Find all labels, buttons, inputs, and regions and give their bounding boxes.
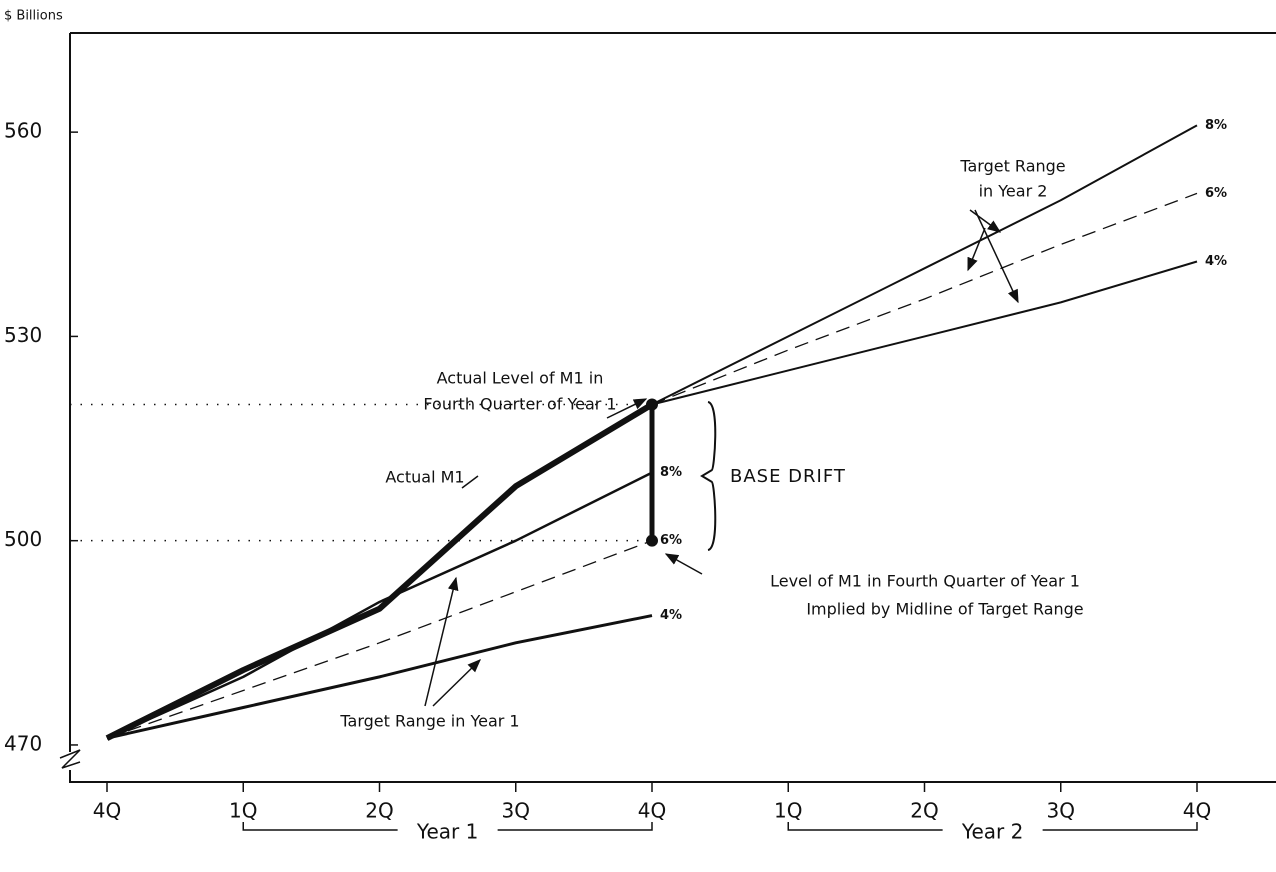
line-end-label: 4% <box>1205 254 1227 269</box>
x-tick-label: 2Q <box>910 799 938 823</box>
group-bracket <box>242 822 653 831</box>
annotation: Target Range <box>959 157 1065 176</box>
arrow <box>967 227 986 272</box>
arrow <box>424 576 459 707</box>
y-tick-label: 500 <box>4 527 42 551</box>
arrow <box>969 209 1002 233</box>
axis-frame <box>69 32 1276 783</box>
annotation: in Year 2 <box>979 182 1048 201</box>
series-line <box>106 471 653 740</box>
arrow <box>461 475 479 489</box>
line-end-label: 8% <box>1205 118 1227 133</box>
x-tick-label: 1Q <box>774 799 802 823</box>
y-tick-label: 560 <box>4 119 42 143</box>
arrow <box>664 553 703 575</box>
annotation: Actual Level of M1 in <box>437 369 604 388</box>
axis-break <box>59 749 81 769</box>
x-tick-label: 2Q <box>365 799 393 823</box>
annotation: Target Range in Year 1 <box>339 712 519 731</box>
series-line <box>651 192 1198 406</box>
x-tick-label: 4Q <box>93 799 121 823</box>
series-line <box>106 614 653 740</box>
y-axis-label: $ Billions <box>4 9 63 24</box>
annotation: Fourth Quarter of Year 1 <box>423 395 616 414</box>
series-line <box>651 124 1198 406</box>
y-tick-label: 470 <box>4 731 42 755</box>
group-label: Year 1 <box>416 820 478 844</box>
brace <box>700 401 717 551</box>
point <box>646 534 658 547</box>
series-line <box>651 260 1198 406</box>
annotation: Implied by Midline of Target Range <box>806 600 1083 619</box>
annotation: Actual M1 <box>385 468 464 487</box>
series-line <box>106 540 653 739</box>
x-tick-label: 4Q <box>638 799 666 823</box>
line-end-label: 8% <box>660 465 682 480</box>
line-end-label: 6% <box>660 533 682 548</box>
arrow <box>606 398 648 419</box>
series-line <box>105 401 654 741</box>
arrow <box>974 209 1019 304</box>
x-tick-label: 3Q <box>502 799 530 823</box>
group-bracket <box>787 822 1198 831</box>
x-tick-label: 4Q <box>1183 799 1211 823</box>
annotation: BASE DRIFT <box>730 466 846 487</box>
arrow <box>432 659 481 707</box>
annotation: Level of M1 in Fourth Quarter of Year 1 <box>770 572 1080 591</box>
x-tick-label: 1Q <box>229 799 257 823</box>
line-end-label: 4% <box>660 608 682 623</box>
line-end-label: 6% <box>1205 186 1227 201</box>
x-tick-label: 3Q <box>1047 799 1075 823</box>
point <box>646 398 658 411</box>
y-tick-label: 530 <box>4 323 42 347</box>
group-label: Year 2 <box>961 820 1023 844</box>
